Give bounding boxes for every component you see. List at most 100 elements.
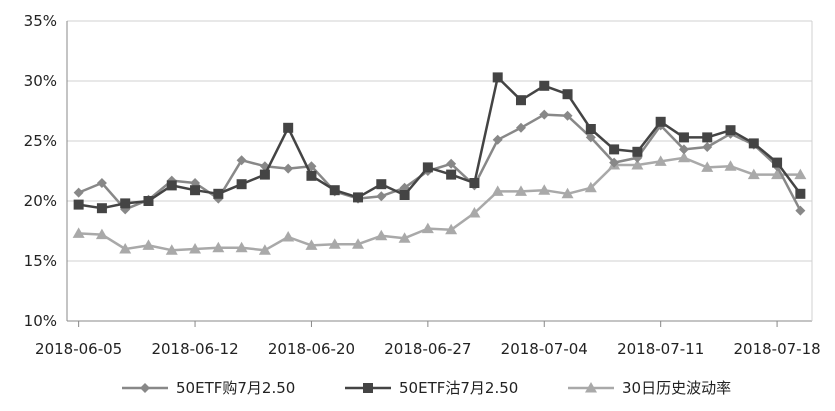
triangle-marker — [375, 229, 388, 241]
x-tick-label: 2018-06-27 — [384, 340, 471, 358]
square-marker — [376, 179, 387, 190]
triangle-marker — [212, 241, 225, 253]
triangle-marker — [165, 244, 178, 255]
triangle-marker — [305, 239, 318, 250]
square-marker — [363, 383, 373, 393]
diamond-marker — [492, 134, 503, 145]
diamond-marker — [236, 155, 247, 166]
triangle-marker — [235, 241, 248, 253]
y-tick-label: 15% — [24, 252, 57, 270]
square-marker — [632, 146, 643, 157]
square-marker — [259, 169, 270, 180]
triangle-marker — [398, 232, 411, 243]
triangle-marker — [468, 207, 481, 218]
square-marker — [748, 138, 759, 149]
diamond-marker — [376, 191, 387, 202]
square-marker — [120, 198, 131, 209]
square-marker — [562, 89, 573, 100]
diamond-marker — [609, 157, 620, 168]
legend-label: 30日历史波动率 — [622, 379, 731, 397]
legend-item: 30日历史波动率 — [568, 379, 731, 397]
diamond-marker — [515, 122, 526, 133]
triangle-marker — [677, 151, 690, 163]
square-marker — [236, 179, 247, 190]
y-tick-label: 35% — [24, 12, 57, 30]
diamond-marker — [678, 144, 689, 155]
triangle-marker — [794, 168, 807, 180]
diamond-marker — [446, 158, 457, 169]
square-marker — [422, 162, 433, 173]
plot-area — [72, 72, 807, 255]
legend-item: 50ETF沽7月2.50 — [345, 379, 518, 397]
diamond-marker — [539, 109, 550, 120]
series-line — [78, 156, 801, 252]
diamond-marker — [96, 178, 107, 188]
diamond-marker — [585, 132, 596, 143]
legend: 50ETF购7月2.50 50ETF沽7月2.50 30日历史波动率 — [122, 379, 731, 397]
diamond-marker — [795, 205, 806, 216]
triangle-marker — [701, 161, 714, 172]
legend-label: 50ETF沽7月2.50 — [399, 379, 518, 397]
triangle-marker — [282, 231, 295, 242]
square-marker — [609, 144, 620, 155]
square-marker — [190, 185, 201, 196]
diamond-marker — [283, 163, 294, 174]
square-marker — [329, 185, 340, 196]
y-tick-label: 10% — [24, 312, 57, 330]
triangle-marker — [538, 184, 551, 195]
x-axis-tick-labels: 2018-06-05 2018-06-12 2018-06-20 2018-06-27… — [35, 340, 821, 358]
triangle-marker — [142, 239, 155, 250]
triangle-marker — [328, 238, 341, 249]
square-marker — [585, 124, 596, 134]
square-marker — [213, 188, 224, 199]
triangle-marker — [119, 243, 132, 254]
square-marker — [795, 188, 806, 199]
diamond-marker — [73, 187, 84, 198]
square-marker — [539, 80, 550, 91]
square-marker — [306, 170, 317, 181]
triangle-marker — [514, 185, 527, 196]
triangle-marker — [258, 244, 271, 255]
diamond-marker — [702, 142, 713, 152]
square-marker — [73, 199, 84, 210]
square-marker — [772, 157, 783, 168]
triangle-marker — [95, 228, 108, 240]
legend-item: 50ETF购7月2.50 — [122, 379, 295, 397]
triangle-marker — [72, 227, 85, 238]
triangle-marker — [631, 159, 644, 170]
square-marker — [702, 132, 713, 143]
triangle-marker — [724, 160, 737, 171]
x-tick-label: 2018-06-05 — [35, 340, 122, 358]
square-marker — [469, 178, 480, 188]
triangle-marker — [445, 223, 458, 235]
axes — [66, 21, 813, 327]
triangle-marker — [654, 155, 667, 166]
triangle-marker — [771, 168, 784, 180]
square-marker — [399, 190, 410, 200]
square-marker — [492, 72, 503, 83]
series-square — [73, 72, 806, 214]
square-marker — [283, 122, 294, 133]
triangle-marker — [561, 187, 574, 199]
y-tick-label: 30% — [24, 72, 57, 90]
triangle-marker — [747, 168, 760, 180]
square-marker — [655, 116, 666, 127]
square-marker — [725, 125, 736, 136]
triangle-marker — [352, 238, 365, 249]
triangle-marker — [421, 222, 434, 234]
square-marker — [166, 180, 177, 191]
y-axis-tick-labels: 10% 15% 20% 25% 30% 35% — [24, 12, 57, 330]
x-tick-label: 2018-07-18 — [733, 340, 820, 358]
square-marker — [353, 192, 364, 203]
triangle-marker — [189, 243, 202, 254]
y-tick-label: 25% — [24, 132, 57, 150]
x-tick-label: 2018-06-20 — [268, 340, 355, 358]
triangle-marker — [585, 382, 597, 393]
triangle-marker — [491, 185, 504, 196]
diamond-marker — [562, 110, 573, 121]
x-tick-label: 2018-06-12 — [151, 340, 238, 358]
triangle-marker — [584, 181, 597, 193]
square-marker — [143, 196, 154, 206]
x-tick-label: 2018-07-04 — [501, 340, 588, 358]
